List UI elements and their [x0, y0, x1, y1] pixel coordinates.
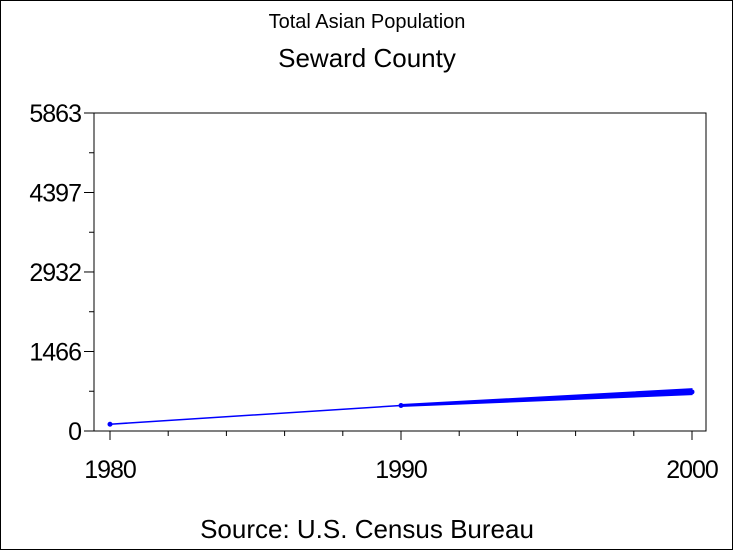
x-tick-label: 1990: [375, 456, 427, 484]
plot-area: [93, 112, 707, 432]
chart-title: Total Asian Population: [269, 11, 466, 33]
series-layer: [107, 388, 695, 427]
x-tick-label: 1980: [84, 456, 136, 484]
data-point: [689, 389, 695, 395]
y-tick-label: 0: [68, 418, 81, 446]
data-point: [107, 421, 113, 427]
y-tick-label: 1466: [29, 338, 81, 366]
y-tick-label: 2932: [29, 259, 81, 287]
x-axis: 1980 1990 2000: [84, 431, 719, 484]
source-note: Source: U.S. Census Bureau: [200, 514, 534, 544]
y-axis: 0 1466 2932 4397 5863: [29, 100, 94, 446]
y-tick-label: 5863: [29, 100, 81, 128]
y-tick-label: 4397: [29, 180, 81, 208]
chart-subtitle: Seward County: [278, 43, 456, 73]
data-point: [398, 403, 404, 409]
x-tick-label: 2000: [666, 456, 718, 484]
